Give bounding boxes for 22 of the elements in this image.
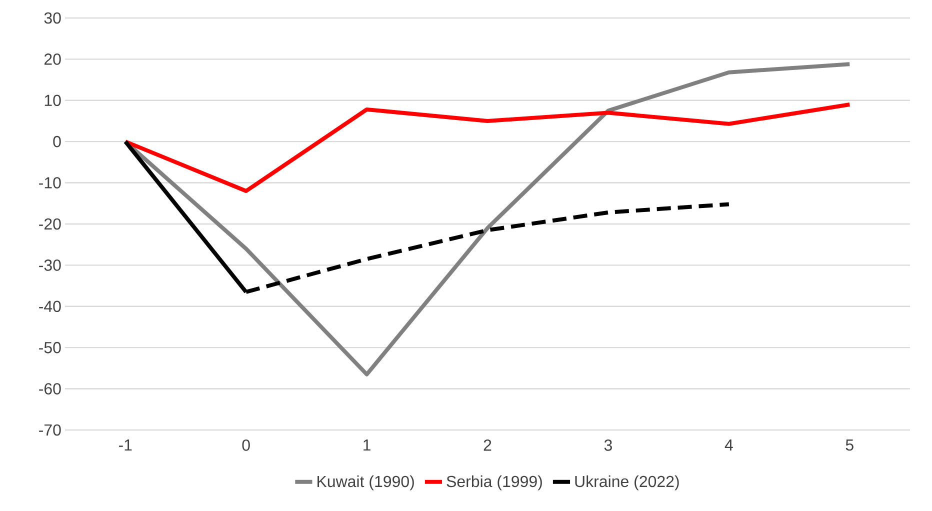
legend-label: Ukraine (2022) [575, 475, 679, 490]
line-series [123, 102, 852, 194]
y-tick-label: -10 [39, 177, 61, 188]
x-tick-label: 2 [484, 440, 492, 451]
y-tick-label: -70 [39, 424, 61, 436]
y-tick-label: -50 [39, 342, 61, 354]
y-tick-label: 20 [44, 54, 61, 65]
y-tick-label: -20 [39, 218, 61, 230]
x-tick-label: 3 [604, 440, 612, 451]
y-tick-label: -60 [39, 383, 61, 394]
x-tick-label: 4 [724, 440, 733, 451]
x-tick-label: 5 [846, 440, 854, 451]
y-tick-label: 10 [44, 94, 61, 106]
legend-label: Kuwait (1990) [318, 475, 414, 490]
x-tick-label: 1 [364, 440, 370, 451]
y-tick-label: 0 [53, 136, 61, 148]
y-tick-label: -40 [39, 300, 61, 312]
y-tick-label: -30 [39, 260, 61, 271]
x-tick-label: -1 [118, 440, 132, 451]
legend-label: Serbia (1999) [446, 475, 542, 490]
x-tick-label: 0 [242, 440, 250, 451]
y-tick-label: 30 [44, 12, 61, 24]
